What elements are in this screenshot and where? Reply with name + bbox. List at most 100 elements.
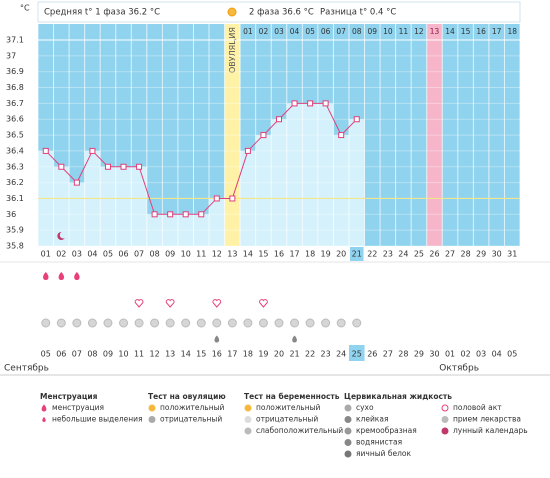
- phase2-day: 06: [321, 27, 331, 36]
- phase2-day: 07: [336, 27, 346, 36]
- legend-item: сухо: [356, 403, 374, 412]
- cycle-day: 11: [196, 250, 206, 259]
- menstruation-icon: [74, 272, 80, 280]
- temperature-point: [42, 147, 49, 154]
- phase2-day: 13: [430, 27, 440, 36]
- test-icon: [41, 318, 51, 328]
- date: 09: [103, 350, 113, 359]
- cycle-day: 29: [476, 250, 486, 259]
- cycle-day: 17: [289, 250, 299, 259]
- legend-icon: [344, 450, 352, 458]
- legend-icon: [41, 404, 47, 412]
- date: 24: [336, 350, 346, 359]
- test-icon: [227, 318, 237, 328]
- phase2-day: 09: [368, 27, 378, 36]
- test-icon: [274, 318, 284, 328]
- cycle-day: 10: [181, 250, 191, 259]
- legend-item: прием лекарства: [453, 415, 521, 424]
- month: Октябрь: [439, 364, 479, 374]
- date: 05: [507, 350, 517, 359]
- phase2-day: 18: [507, 27, 517, 36]
- y-tick-label: 36.3: [6, 162, 24, 171]
- y-tick-label: 37: [6, 51, 16, 60]
- date: 13: [165, 350, 175, 359]
- date: 18: [243, 350, 253, 359]
- test-icon: [87, 318, 97, 328]
- cycle-day: 30: [492, 250, 502, 259]
- cycle-day: 19: [321, 250, 331, 259]
- cycle-day: 26: [429, 250, 439, 259]
- legend-icon: [244, 416, 252, 423]
- y-tick-label: 36.4: [6, 146, 24, 155]
- test-icon: [258, 318, 268, 328]
- test-icon: [196, 318, 206, 328]
- y-unit: °C: [20, 4, 30, 13]
- legend-item: кремообразная: [356, 426, 417, 435]
- cycle-day: 24: [398, 250, 408, 259]
- date: 29: [414, 350, 424, 359]
- test-icon: [181, 318, 191, 328]
- phase2-day: 08: [352, 27, 362, 36]
- date: 03: [476, 350, 486, 359]
- date: 21: [289, 350, 299, 359]
- date: 14: [181, 350, 191, 359]
- temperature-point: [276, 116, 282, 123]
- cycle-day: 07: [134, 250, 144, 259]
- menstruation-icon: [43, 272, 49, 280]
- date: 10: [118, 350, 128, 359]
- test-icon: [321, 318, 331, 328]
- temperature-difference: Разница t° 0.4 °C: [320, 8, 396, 18]
- legend-icon: [441, 427, 449, 435]
- cycle-day: 04: [87, 250, 97, 259]
- temperature-point: [307, 100, 314, 107]
- cycle-day: 08: [150, 250, 160, 259]
- legend-item: водянистая: [356, 438, 402, 447]
- legend-title: Тест на беременность: [244, 392, 340, 401]
- phase2-day: 16: [476, 27, 486, 36]
- intercourse-icon: [259, 299, 268, 308]
- cycle-day: 16: [274, 250, 284, 259]
- highlight-column: [426, 24, 443, 246]
- date: 05: [41, 350, 51, 359]
- test-icon: [243, 318, 253, 328]
- legend-item: клейкая: [356, 415, 388, 424]
- cycle-day: 12: [212, 250, 222, 259]
- header-box: [37, 1, 521, 23]
- phase2-day: 15: [461, 27, 471, 36]
- legend-icon: [344, 404, 352, 412]
- temperature-point: [244, 147, 251, 154]
- test-icon: [134, 318, 144, 328]
- temperature-point: [89, 147, 96, 154]
- date: 19: [258, 350, 268, 359]
- temperature-point: [353, 116, 360, 123]
- cycle-day: 20: [336, 250, 346, 259]
- y-tick-label: 36.2: [6, 178, 24, 187]
- test-icon: [119, 318, 129, 328]
- test-icon: [150, 318, 160, 328]
- test-icon: [305, 318, 315, 328]
- ovulation-sun: [227, 7, 237, 17]
- cycle-day: 06: [118, 250, 128, 259]
- y-tick-label: 36.7: [6, 99, 24, 108]
- date: 07: [72, 350, 82, 359]
- test-icon: [56, 318, 66, 328]
- temperature-point: [58, 163, 65, 170]
- date: 23: [321, 350, 331, 359]
- y-tick-label: 35.9: [6, 226, 24, 235]
- phase2-day: 02: [259, 27, 269, 36]
- date: 04: [492, 350, 502, 359]
- month: Сентябрь: [4, 364, 49, 374]
- y-tick-label: 35.8: [6, 242, 24, 251]
- y-tick-label: 36.8: [6, 83, 24, 92]
- y-tick-label: 36.1: [6, 194, 24, 203]
- legend-icon: [441, 416, 449, 423]
- temperature-point: [260, 132, 267, 139]
- legend-item: лунный календарь: [453, 426, 528, 435]
- phase2-day: 14: [445, 27, 455, 36]
- ovulation-label: ОВУЛЯЦИЯ: [228, 27, 237, 73]
- egg-white-icon: [214, 335, 220, 343]
- temperature-point: [167, 211, 174, 218]
- lunar-icon-cut: [59, 231, 67, 239]
- phase2-day: 12: [414, 27, 424, 36]
